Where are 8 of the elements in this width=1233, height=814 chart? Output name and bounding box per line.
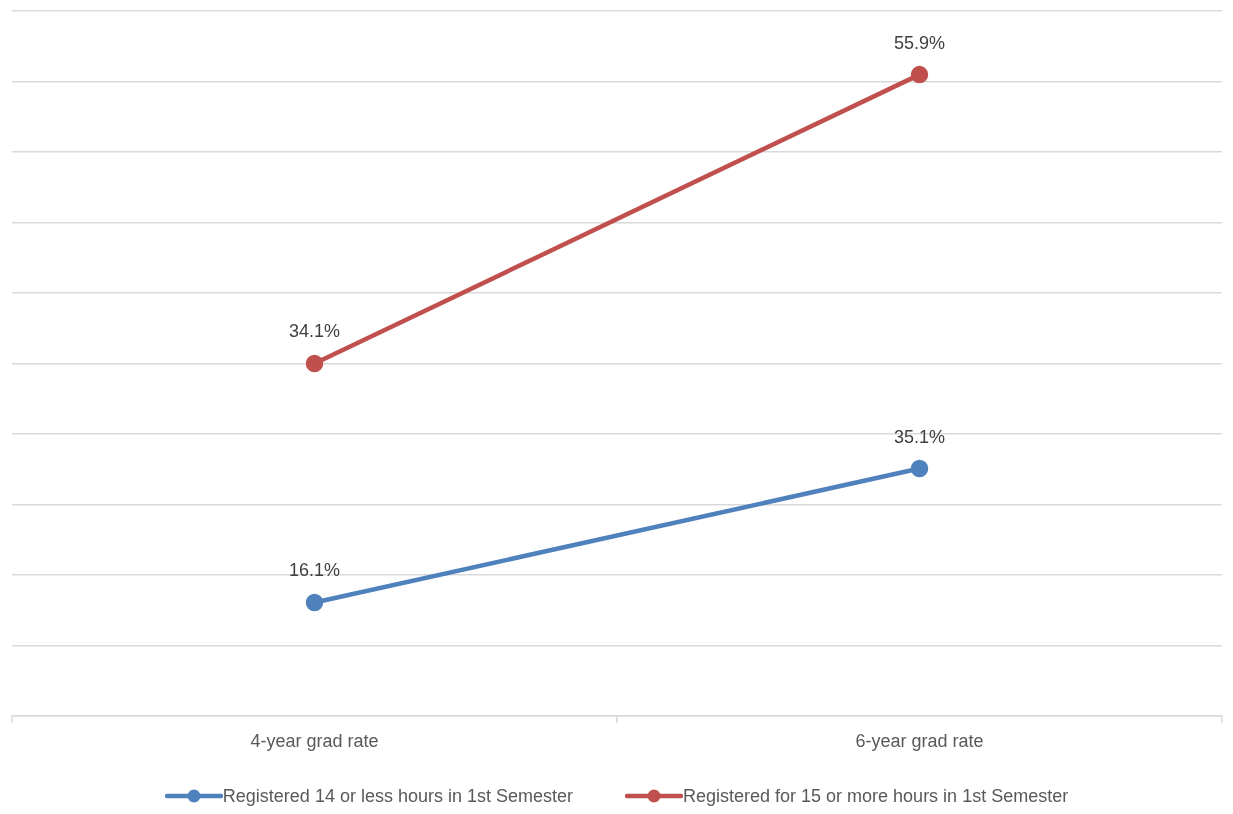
legend-label: Registered 14 or less hours in 1st Semester <box>222 785 573 807</box>
data-label: 55.9% <box>893 32 946 53</box>
data-label: 35.1% <box>893 426 946 447</box>
data-label: 16.1% <box>288 560 341 581</box>
x-tick-label: 4-year grad rate <box>250 730 379 751</box>
x-tick-label: 6-year grad rate <box>855 730 984 751</box>
data-label: 34.1% <box>288 321 341 342</box>
legend-label: Registered for 15 or more hours in 1st Semester <box>683 785 1069 807</box>
